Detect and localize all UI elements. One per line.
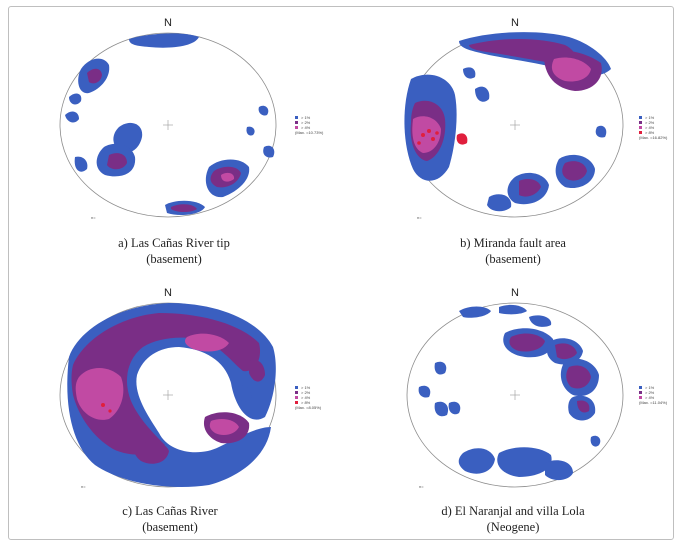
n-count-c: n= xyxy=(81,484,86,489)
stereonet-d xyxy=(406,302,624,488)
legend-c: > 1% > 2% > 4% > 8% (Max. =8.05%) xyxy=(295,385,322,410)
n-count-a: n= xyxy=(91,215,96,220)
stereonet-panel-b: N n= > xyxy=(339,7,673,277)
north-label-b: N xyxy=(511,17,519,29)
stereonet-panel-c: N n= > 1% > 2% > 4% > 8% (Max. =8.05%) xyxy=(9,277,339,539)
north-label-c: N xyxy=(164,287,172,299)
stereonet-c xyxy=(59,302,277,488)
caption-c: c) Las Cañas River (basement) xyxy=(122,504,218,534)
caption-a: a) Las Cañas River tip (basement) xyxy=(118,236,230,266)
n-count-b: n= xyxy=(417,215,422,220)
north-label-d: N xyxy=(511,287,519,299)
stereonet-a xyxy=(59,32,277,218)
stereonet-panel-a: N n= > 1% > 2% > 4% xyxy=(9,7,339,277)
caption-b: b) Miranda fault area (basement) xyxy=(460,236,566,266)
figure-frame: N n= > 1% > 2% > 4% xyxy=(8,6,674,540)
stereonet-panel-d: N n= > 1% > 2% xyxy=(339,277,673,539)
legend-b: > 1% > 2% > 4% > 8% (Max. =16.82%) xyxy=(639,115,668,140)
n-count-d: n= xyxy=(419,484,424,489)
legend-a: > 1% > 2% > 4% (Max. =10.73%) xyxy=(295,115,324,135)
north-label-a: N xyxy=(164,17,172,29)
stereonet-b xyxy=(404,32,624,218)
caption-d: d) El Naranjal and villa Lola (Neogene) xyxy=(441,504,585,534)
legend-d: > 1% > 2% > 4% (Max. =11.04%) xyxy=(639,385,668,405)
